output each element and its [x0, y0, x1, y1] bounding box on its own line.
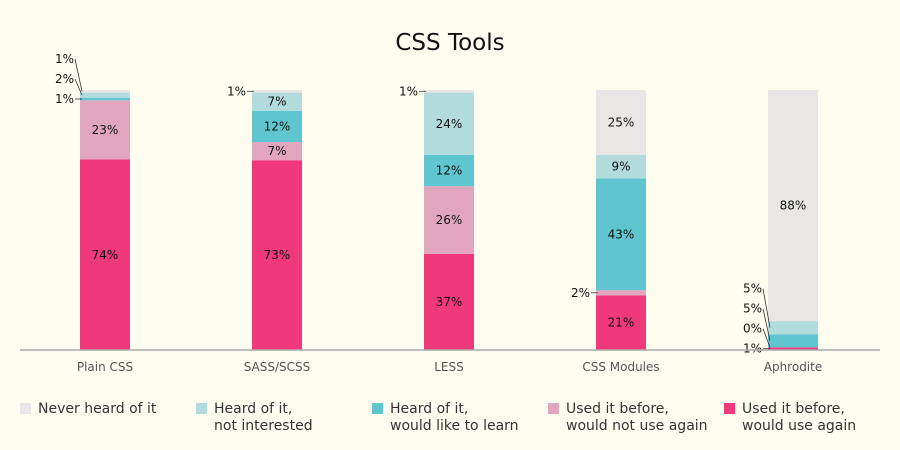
bar-segment-less-never-heard-of-it: [424, 90, 474, 93]
bar-segment-aphrodite-heard-of-it-would-like-to-learn: [768, 334, 818, 348]
data-label-side: 5%: [743, 302, 762, 316]
data-label-side: 1%: [55, 92, 74, 106]
legend-swatch: [548, 403, 559, 414]
chart-title: CSS Tools: [395, 30, 504, 56]
legend-label: would not use again: [566, 418, 708, 434]
data-label: 73%: [264, 248, 291, 262]
legend-label: Heard of it,: [390, 401, 468, 417]
data-label: 37%: [436, 295, 463, 309]
data-label-side: 2%: [571, 286, 590, 300]
data-label-side: 1%: [399, 84, 418, 98]
data-label: 21%: [608, 316, 635, 330]
bar-segment-plain-css-heard-of-it-would-like-to-learn: [80, 97, 130, 101]
data-label-side: 1%: [55, 52, 74, 66]
data-label-side: 2%: [55, 72, 74, 86]
label-leader-line: [74, 58, 83, 92]
bar-segment-sass-scss-never-heard-of-it: [252, 90, 302, 93]
bar-segment-less-heard-of-it-would-like-to-learn: [424, 155, 474, 187]
bar-segment-plain-css-heard-of-it-not-interested: [80, 92, 130, 98]
legend: Never heard of it Heard of it,not interes…: [20, 401, 856, 434]
data-label: 12%: [264, 119, 291, 133]
bar-segment-css-modules-used-it-before-would-not-use-again: [596, 290, 646, 296]
data-label: 9%: [611, 160, 630, 174]
data-label: 74%: [92, 248, 119, 262]
bar-segment-sass-scss-heard-of-it-would-like-to-learn: [252, 110, 302, 142]
x-axis-labels: Plain CSS SASS/SCSS LESS CSS Modules Aphrodi…: [77, 360, 822, 374]
data-label: 26%: [436, 213, 463, 227]
bar-segment-plain-css-never-heard-of-it: [80, 90, 130, 93]
x-tick-label: CSS Modules: [582, 360, 659, 374]
x-tick-label: Plain CSS: [77, 360, 133, 374]
data-label: 24%: [436, 117, 463, 131]
x-tick-label: Aphrodite: [764, 360, 822, 374]
bar-segment-aphrodite-heard-of-it-not-interested: [768, 321, 818, 335]
x-tick-label: LESS: [434, 360, 464, 374]
bar-segment-less-used-it-before-would-not-use-again: [424, 186, 474, 254]
data-label-side: 0%: [743, 322, 762, 336]
legend-label: Heard of it,: [214, 401, 292, 417]
label-leader-line: [762, 288, 771, 328]
bar-segment-css-modules-heard-of-it-would-like-to-learn: [596, 178, 646, 291]
bar-segment-css-modules-used-it-before-would-use-again: [596, 295, 646, 350]
bar-segment-less-heard-of-it-not-interested: [424, 92, 474, 155]
bar-segment-plain-css-used-it-before-would-not-use-again: [80, 100, 130, 160]
legend-label: Used it before,: [742, 401, 845, 417]
legend-swatch: [196, 403, 207, 414]
legend-label: would use again: [742, 418, 856, 434]
legend-label: not interested: [214, 418, 313, 434]
bar-segment-sass-scss-used-it-before-would-not-use-again: [252, 142, 302, 161]
data-label: 43%: [608, 227, 635, 241]
label-leader-line: [74, 78, 83, 96]
bar-segment-less-used-it-before-would-use-again: [424, 253, 474, 350]
legend-label: would like to learn: [390, 418, 519, 434]
x-tick-label: SASS/SCSS: [244, 360, 311, 374]
data-label: 7%: [267, 144, 286, 158]
bar-segment-css-modules-never-heard-of-it: [596, 90, 646, 155]
label-leader-line: [762, 308, 771, 341]
label-leader-line: [762, 328, 771, 348]
bar-segment-aphrodite-never-heard-of-it: [768, 90, 818, 322]
data-label: 25%: [608, 116, 635, 130]
data-label-side: 5%: [743, 282, 762, 296]
bar-segment-aphrodite-used-it-before-would-use-again: [768, 347, 818, 350]
data-label: 7%: [267, 95, 286, 109]
data-label: 23%: [92, 123, 119, 137]
legend-swatch: [372, 403, 383, 414]
bar-segment-sass-scss-heard-of-it-not-interested: [252, 92, 302, 111]
bars-group: 74% 23% 1% 2% 1% 73% 7% 12% 7% 1% 37% 26% 12% 24% 1% 21…: [55, 52, 818, 356]
legend-label: Never heard of it: [38, 401, 157, 417]
data-label-side: 1%: [743, 342, 762, 356]
legend-swatch: [724, 403, 735, 414]
data-label: 12%: [436, 164, 463, 178]
bar-segment-plain-css-used-it-before-would-use-again: [80, 159, 130, 350]
data-label-side: 1%: [227, 84, 246, 98]
data-label: 88%: [780, 199, 807, 213]
legend-swatch: [20, 403, 31, 414]
bar-segment-css-modules-heard-of-it-not-interested: [596, 155, 646, 179]
bar-segment-sass-scss-used-it-before-would-use-again: [252, 160, 302, 350]
legend-label: Used it before,: [566, 401, 669, 417]
